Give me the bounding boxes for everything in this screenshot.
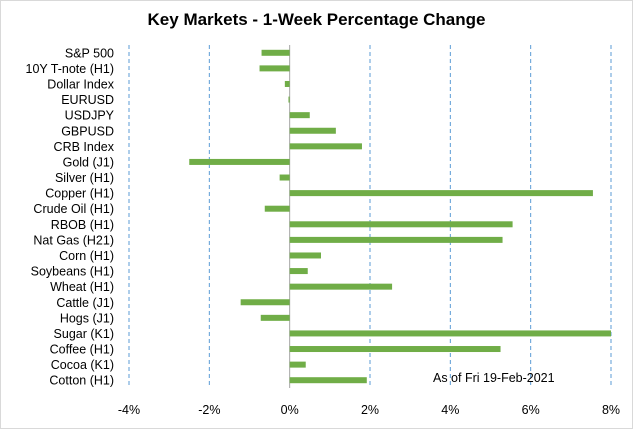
category-label: Cattle (J1) — [56, 296, 114, 310]
x-tick-label: -2% — [198, 403, 220, 417]
category-label: CRB Index — [54, 140, 115, 154]
category-label: Wheat (H1) — [50, 280, 114, 294]
x-tick-label: 6% — [522, 403, 540, 417]
date-annotation: As of Fri 19-Feb-2021 — [433, 371, 555, 385]
category-label: Copper (H1) — [45, 187, 114, 201]
category-label: Corn (H1) — [59, 249, 114, 263]
bar — [260, 314, 290, 321]
bar — [264, 205, 290, 212]
bar — [261, 49, 290, 56]
chart-title: Key Markets - 1-Week Percentage Change — [147, 10, 486, 29]
bar — [259, 65, 290, 72]
bar — [289, 143, 362, 150]
bar — [289, 283, 393, 290]
bar — [289, 221, 513, 228]
category-label: Cotton (H1) — [49, 374, 114, 388]
category-label: USDJPY — [65, 109, 115, 123]
gridlines — [128, 45, 612, 388]
bar — [289, 330, 611, 337]
category-label: Soybeans (H1) — [31, 265, 114, 279]
x-axis-ticks: -4% -2% 0% 2% 4% 6% 8% — [118, 403, 620, 417]
category-label: Silver (H1) — [55, 171, 114, 185]
category-label: EURUSD — [61, 93, 114, 107]
bar — [289, 346, 501, 353]
bar — [189, 158, 290, 165]
category-label: Nat Gas (H21) — [33, 233, 114, 247]
bar — [289, 252, 321, 259]
category-label: Sugar (K1) — [54, 327, 114, 341]
category-label: Gold (J1) — [63, 155, 114, 169]
category-label: Dollar Index — [47, 77, 114, 91]
bar — [289, 268, 308, 275]
bar — [284, 80, 290, 87]
x-tick-label: 0% — [281, 403, 299, 417]
category-labels: S&P 500 10Y T-note (H1)Dollar Index EURUSD… — [26, 46, 115, 387]
x-tick-label: -4% — [118, 403, 140, 417]
category-label: Cocoa (K1) — [51, 358, 114, 372]
x-tick-label: 4% — [441, 403, 459, 417]
bar — [289, 377, 367, 384]
bar — [289, 236, 503, 243]
bar — [289, 190, 593, 197]
category-label: 10Y T-note (H1) — [26, 62, 114, 76]
category-label: GBPUSD — [61, 124, 114, 138]
x-tick-label: 8% — [602, 403, 620, 417]
bars — [189, 49, 611, 384]
category-label: Coffee (H1) — [50, 343, 114, 357]
bar — [289, 112, 310, 119]
category-label: RBOB (H1) — [51, 218, 114, 232]
bar — [288, 96, 290, 103]
category-label: S&P 500 — [65, 46, 114, 60]
x-tick-label: 2% — [361, 403, 379, 417]
bar — [240, 299, 290, 306]
category-label: Hogs (J1) — [60, 311, 114, 325]
bar — [279, 174, 290, 181]
bar — [289, 127, 336, 134]
category-label: Crude Oil (H1) — [33, 202, 114, 216]
bar — [289, 361, 306, 368]
